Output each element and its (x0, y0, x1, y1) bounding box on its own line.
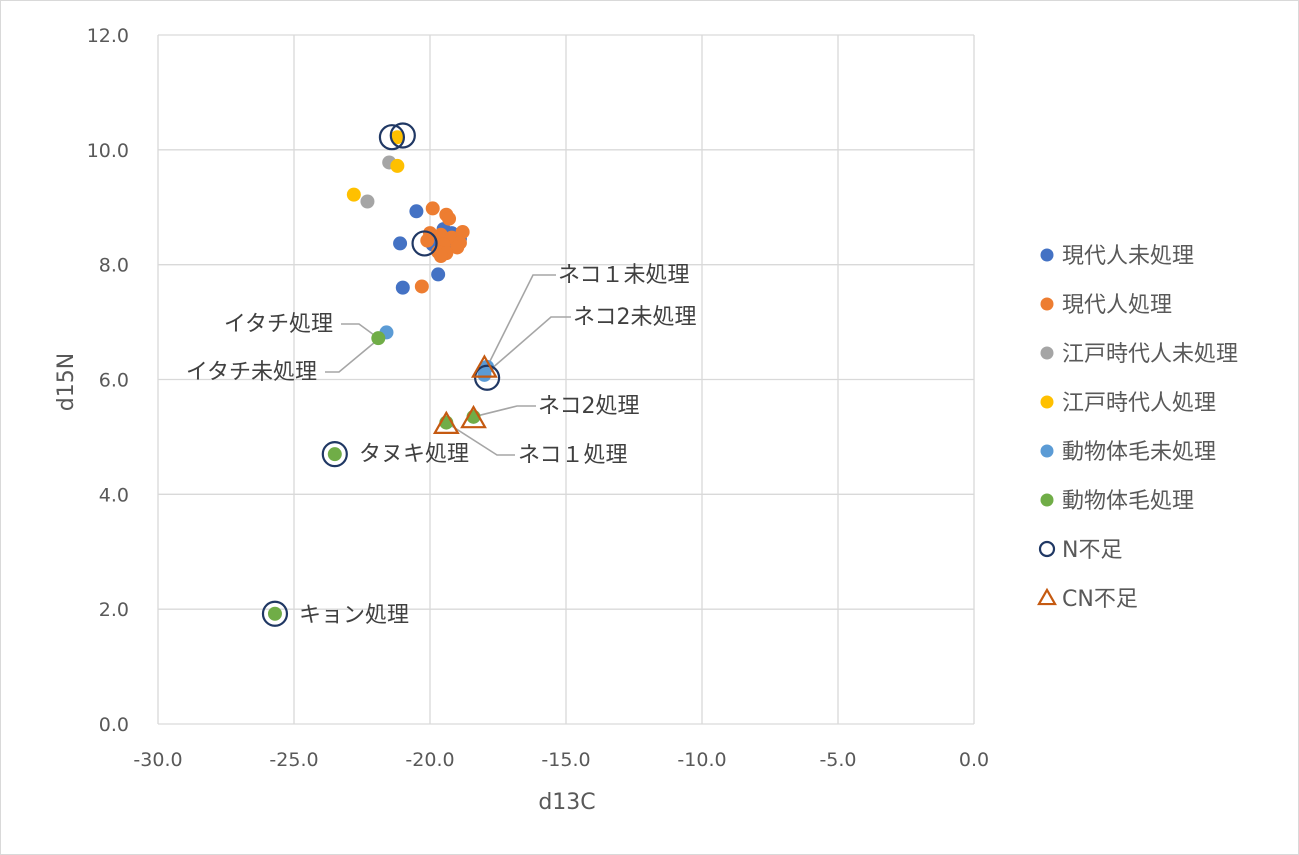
annotation-label: ネコ１未処理 (558, 263, 690, 288)
legend-label: 動物体毛処理 (1062, 489, 1194, 514)
y-tick-label: 2.0 (99, 599, 129, 621)
annotation-label: ネコ2未処理 (573, 305, 697, 330)
annotation-leader-lines (325, 274, 571, 456)
x-tick-label: -30.0 (133, 749, 182, 771)
data-point (431, 267, 446, 282)
legend-marker (1040, 346, 1054, 360)
y-tick-label: 12.0 (87, 25, 129, 47)
data-point (455, 224, 470, 239)
legend-marker (1040, 297, 1054, 311)
x-tick-label: -5.0 (819, 749, 856, 771)
data-point (389, 122, 416, 149)
data-point (327, 447, 342, 462)
data-point (267, 606, 282, 621)
gridlines (157, 34, 975, 725)
annotation-label: イタチ未処理 (186, 360, 317, 385)
legend-label: 動物体毛未処理 (1062, 440, 1216, 465)
leader-line (341, 323, 379, 339)
legend-label: 現代人処理 (1062, 293, 1172, 318)
y-tick-label: 4.0 (99, 484, 129, 506)
legend-label: 江戸時代人未処理 (1062, 342, 1238, 367)
data-point (425, 201, 440, 216)
legend-label: 江戸時代人処理 (1062, 391, 1216, 416)
data-point (477, 367, 492, 382)
legend-label: N不足 (1062, 538, 1122, 563)
data-point (371, 331, 386, 346)
data-point (432, 410, 460, 435)
legend-label: 現代人未処理 (1062, 244, 1194, 269)
x-axis-ticks: -30.0 -25.0 -20.0 -15.0 -10.0 -5.0 0.0 (133, 749, 989, 771)
legend-marker (1040, 248, 1054, 262)
data-point (261, 600, 289, 627)
annotation-label: タヌキ処理 (359, 442, 469, 467)
data-point (393, 236, 408, 251)
x-tick-label: -15.0 (541, 749, 590, 771)
x-tick-label: -20.0 (405, 749, 454, 771)
annotation-label: ネコ2処理 (538, 394, 640, 419)
series-3 (346, 130, 405, 202)
y-tick-label: 6.0 (99, 370, 129, 392)
leader-line (473, 405, 536, 418)
data-point (360, 194, 375, 209)
x-tick-label: -10.0 (677, 749, 726, 771)
data-point (411, 230, 438, 257)
legend-label: CN不足 (1062, 587, 1138, 612)
data-point (409, 204, 424, 219)
legend-marker (1037, 587, 1057, 606)
leader-line (445, 421, 515, 456)
legend-marker (1040, 444, 1054, 458)
x-tick-label: 0.0 (959, 749, 989, 771)
legend-marker (1038, 540, 1056, 558)
data-point (460, 404, 487, 429)
data-point (420, 233, 435, 248)
annotation-label: キョン処理 (299, 603, 409, 628)
legend-marker (1040, 493, 1054, 507)
series-6 (261, 122, 501, 627)
legend-marker (1040, 395, 1054, 409)
data-point (390, 130, 405, 145)
y-axis-title: d15N (54, 353, 79, 411)
leader-line (483, 316, 571, 376)
x-axis-title: d13C (538, 790, 595, 815)
y-tick-label: 8.0 (99, 255, 129, 277)
series-1 (414, 201, 470, 294)
data-point (378, 124, 406, 151)
data-point (390, 158, 405, 173)
y-tick-label: 10.0 (87, 140, 129, 162)
data-point (442, 211, 457, 226)
data-point (471, 354, 498, 378)
leader-line (486, 274, 556, 368)
data-point (346, 187, 361, 202)
y-tick-label: 0.0 (99, 714, 129, 736)
annotation-label: ネコ１処理 (518, 443, 628, 468)
x-tick-label: -25.0 (269, 749, 318, 771)
annotation-label: イタチ処理 (224, 312, 333, 337)
data-point (474, 364, 501, 391)
data-point (414, 279, 429, 294)
data-point (395, 280, 410, 295)
y-axis-ticks: 0.0 2.0 4.0 6.0 8.0 10.0 12.0 (87, 25, 129, 736)
series-7 (432, 354, 498, 435)
data-point (450, 240, 465, 255)
leader-line (325, 331, 387, 373)
data-point (433, 249, 448, 264)
data-points (261, 122, 501, 627)
data-point (321, 441, 348, 468)
